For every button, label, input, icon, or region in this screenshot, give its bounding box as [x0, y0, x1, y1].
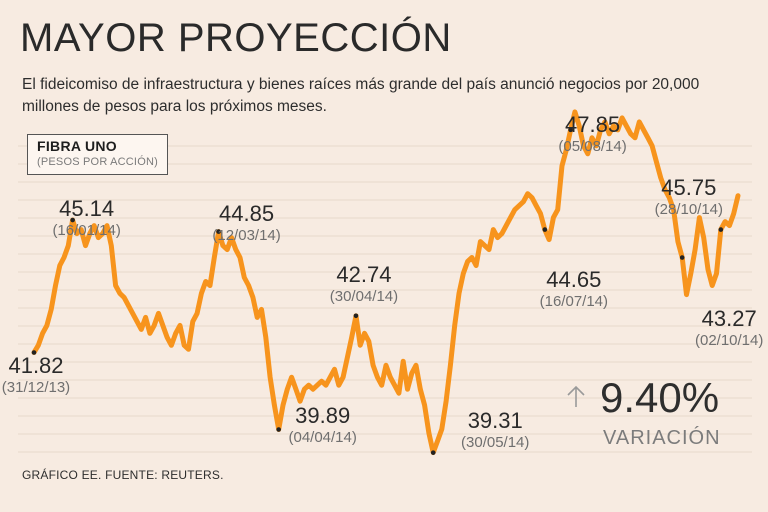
data-point-marker: [679, 255, 685, 260]
series-line-fibra-uno: [31, 109, 741, 456]
data-label-value: 45.75: [661, 175, 716, 200]
data-label-date: (16/07/14): [540, 293, 608, 310]
data-point-marker: [70, 217, 75, 223]
data-label-date: (30/05/14): [461, 434, 529, 451]
data-point-marker: [430, 450, 436, 455]
data-point-marker: [353, 313, 359, 319]
data-label-value: 42.74: [336, 262, 391, 287]
data-label-value: 47.85: [565, 112, 620, 137]
data-point-marker: [718, 227, 724, 232]
page-subtitle: El fideicomiso de infraestructura y bien…: [22, 76, 700, 115]
data-label-date: (16/01/14): [52, 222, 120, 239]
change-label: VARIACIÓN: [603, 427, 721, 449]
chart-annotations: 41.82(31/12/13) 45.14(16/01/14) 44.85(12/0…: [2, 112, 763, 455]
data-point-marker: [216, 229, 221, 234]
data-label-date: (04/04/14): [288, 429, 356, 446]
series-badge-title: FIBRA UNO: [37, 138, 117, 154]
data-label-value: 43.27: [702, 306, 757, 331]
data-point-marker: [542, 227, 548, 232]
data-label-date: (28/10/14): [655, 201, 723, 218]
data-label-date: (30/04/14): [330, 288, 398, 305]
data-label-value: 39.89: [295, 403, 350, 428]
data-label-date: (05/08/14): [558, 138, 626, 155]
data-label-value: 39.31: [468, 408, 523, 433]
data-point-marker: [276, 427, 281, 432]
data-label-value: 41.82: [8, 353, 63, 378]
data-label-date: (12/03/14): [212, 227, 280, 244]
data-point-marker: [568, 127, 573, 133]
source-note: GRÁFICO EE. FUENTE: REUTERS.: [22, 468, 224, 482]
data-point-marker: [31, 350, 37, 355]
series-badge-subtitle: (PESOS POR ACCIÓN): [37, 156, 158, 168]
page-title: MAYOR PROYECCIÓN: [20, 16, 452, 60]
data-label-value: 45.14: [59, 196, 114, 221]
change-percent: 9.40%: [600, 374, 720, 421]
data-label-value: 44.85: [219, 201, 274, 226]
data-label-value: 44.65: [546, 267, 601, 292]
data-label-date: (31/12/13): [2, 379, 70, 396]
data-label-date: (02/10/14): [695, 332, 763, 349]
series-badge: FIBRA UNO (PESOS POR ACCIÓN): [27, 134, 168, 175]
chart-grid: [18, 145, 752, 453]
up-arrow-icon: [567, 385, 585, 407]
